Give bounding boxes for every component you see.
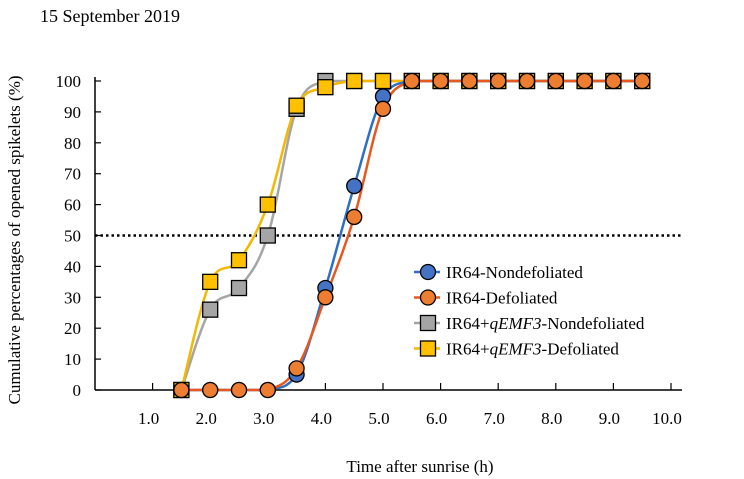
y-tick-label: 70 — [64, 165, 81, 184]
data-point-1 — [518, 72, 536, 90]
legend-label-prefix: IR64+ — [446, 340, 490, 359]
data-point-1 — [317, 289, 334, 306]
x-tick-label: 3.0 — [253, 409, 274, 428]
legend-marker — [419, 263, 437, 281]
legend-label-italic: qEMF3 — [490, 314, 542, 333]
data-point-3 — [259, 196, 276, 213]
data-point-2 — [259, 227, 276, 244]
y-tick-label: 50 — [64, 227, 81, 246]
legend-label: IR64+qEMF3-Nondefoliated — [446, 314, 645, 333]
y-tick-label: 40 — [64, 257, 81, 276]
data-point-2 — [230, 279, 248, 297]
data-point-1 — [374, 100, 392, 117]
data-point-1 — [230, 381, 248, 399]
legend-label-prefix: IR64-Nondefoliated — [446, 263, 583, 282]
legend-label-prefix: IR64+ — [446, 314, 490, 333]
x-tick-label: 7.0 — [484, 409, 505, 428]
legend-marker — [419, 340, 437, 357]
y-tick-label: 100 — [56, 72, 82, 91]
data-point-1 — [173, 381, 190, 399]
x-tick-label: 4.0 — [311, 409, 332, 428]
legend-label: IR64-Nondefoliated — [446, 263, 583, 282]
x-tick-label: 8.0 — [541, 409, 562, 428]
legend-label-suffix: -Defoliated — [542, 340, 620, 359]
data-point-1 — [259, 381, 276, 399]
x-tick-label: 1.0 — [138, 409, 159, 428]
x-tick-label: 9.0 — [599, 409, 620, 428]
data-point-3 — [202, 273, 219, 291]
data-point-1 — [634, 72, 651, 90]
data-point-1 — [461, 72, 478, 90]
data-point-3 — [317, 79, 334, 96]
x-tick-label: 5.0 — [368, 409, 389, 428]
data-point-1 — [576, 72, 593, 90]
y-tick-label: 80 — [64, 134, 81, 153]
data-point-0 — [346, 177, 363, 195]
data-point-1 — [490, 72, 507, 90]
x-tick-label: 10.0 — [652, 409, 682, 428]
series-group — [173, 72, 651, 399]
data-point-1 — [202, 381, 219, 399]
legend-label-italic: qEMF3 — [490, 340, 542, 359]
axes: 0 10 20 30 40 50 60 70 80 90 100 1.0 2.0 3.0 4.0 5.0 6.0… — [56, 72, 682, 428]
data-point-1 — [346, 208, 363, 226]
data-point-1 — [547, 72, 564, 90]
data-point-3 — [374, 72, 392, 90]
y-tick-label: 20 — [64, 319, 81, 338]
y-tick-label: 10 — [64, 350, 81, 369]
legend: IR64-Nondefoliated IR64-Defoliated IR64+qE… — [414, 263, 645, 359]
legend-label: IR64+qEMF3-Defoliated — [446, 340, 619, 359]
data-point-1 — [605, 72, 622, 90]
legend-marker — [419, 289, 437, 306]
data-point-1 — [403, 72, 420, 90]
y-tick-label: 30 — [64, 288, 81, 307]
data-point-1 — [288, 360, 305, 377]
y-tick-label: 90 — [64, 103, 81, 122]
x-tick-label: 6.0 — [426, 409, 447, 428]
legend-label-prefix: IR64-Defoliated — [446, 289, 558, 308]
data-point-3 — [346, 72, 363, 90]
legend-label: IR64-Defoliated — [446, 289, 558, 308]
data-point-3 — [230, 252, 248, 269]
y-tick-label: 0 — [73, 381, 82, 400]
x-axis-label: Time after sunrise (h) — [346, 457, 493, 476]
data-point-1 — [432, 72, 449, 90]
data-point-3 — [288, 97, 305, 114]
chart-title: 15 September 2019 — [40, 6, 180, 26]
y-axis-label: Cumulative percentages of opened spikele… — [5, 75, 24, 404]
data-point-2 — [202, 301, 219, 318]
x-tick-label: 2.0 — [196, 409, 217, 428]
y-tick-label: 60 — [64, 196, 81, 215]
legend-marker — [419, 314, 437, 332]
legend-label-suffix: -Nondefoliated — [542, 314, 645, 333]
